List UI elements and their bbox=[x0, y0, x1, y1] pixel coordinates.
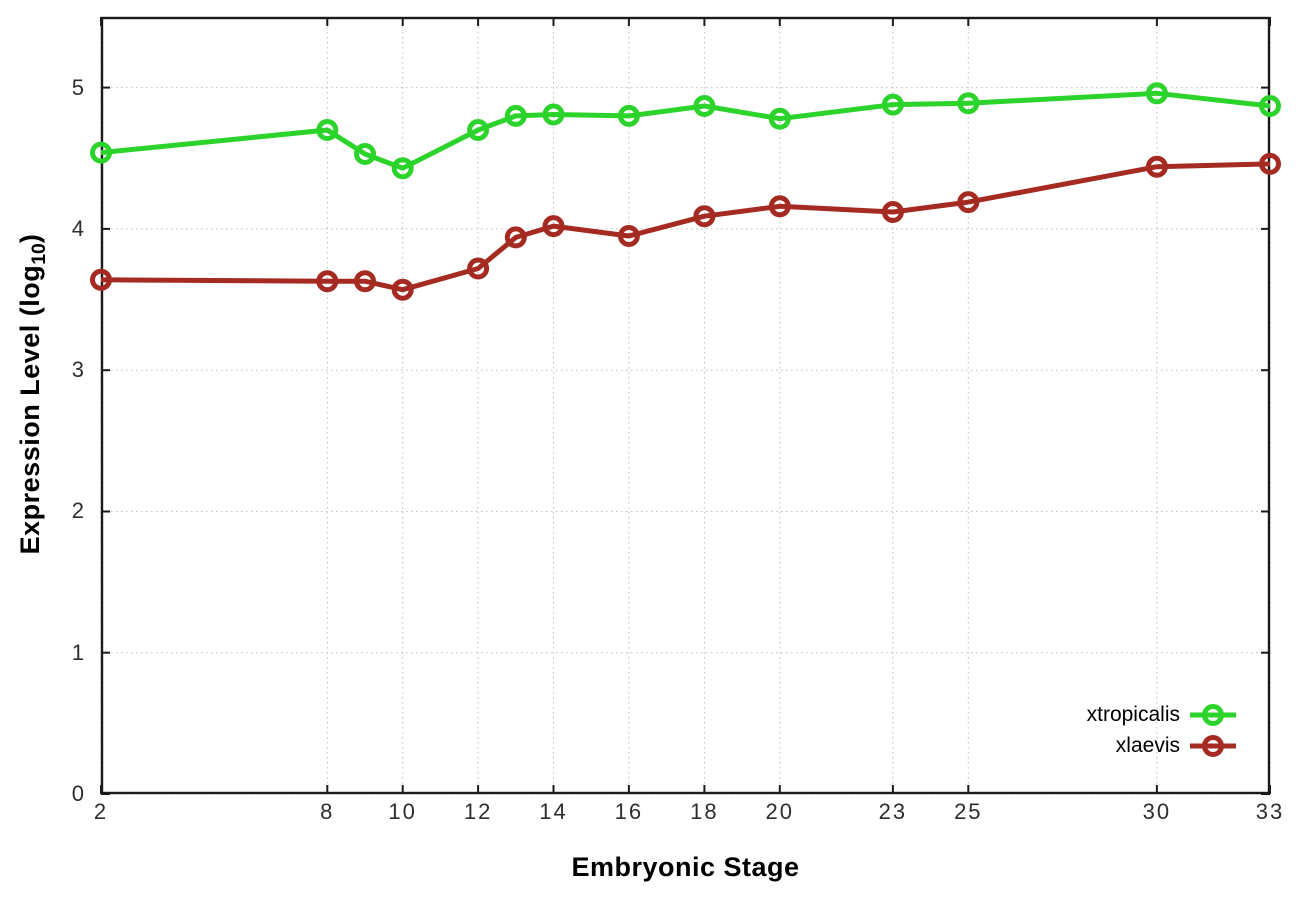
data-point-xtropicalis-stage-18 bbox=[693, 95, 716, 117]
xtropicalis-line-sample-icon bbox=[1190, 703, 1236, 726]
legend-item-xlaevis: xlaevis bbox=[1087, 730, 1237, 761]
data-point-xtropicalis-stage-33 bbox=[1259, 95, 1281, 117]
data-point-xtropicalis-stage-30 bbox=[1145, 82, 1168, 105]
x-tick-label-25: 25 bbox=[954, 799, 983, 824]
data-point-xtropicalis-stage-13 bbox=[504, 104, 527, 127]
legend-label-xtropicalis: xtropicalis bbox=[1086, 703, 1180, 726]
x-tick-label-20: 20 bbox=[765, 799, 794, 824]
x-tick-label-8: 8 bbox=[320, 799, 335, 824]
data-point-xlaevis-stage-13 bbox=[504, 226, 527, 249]
x-tick-label-30: 30 bbox=[1142, 799, 1172, 824]
plot-border bbox=[100, 16, 1271, 795]
data-point-xlaevis-stage-18 bbox=[693, 205, 716, 228]
data-point-xtropicalis-stage-12 bbox=[467, 119, 490, 141]
data-point-xtropicalis-stage-23 bbox=[881, 93, 904, 116]
data-point-xlaevis-stage-23 bbox=[881, 201, 904, 223]
y-tick-label-3: 3 bbox=[71, 357, 86, 383]
data-point-xtropicalis-stage-14 bbox=[542, 103, 565, 126]
data-point-xtropicalis-stage-10 bbox=[391, 157, 414, 180]
series-line-xtropicalis bbox=[100, 90, 1271, 171]
y-tick-label-1: 1 bbox=[71, 639, 86, 665]
legend-sample-marker bbox=[1202, 734, 1224, 757]
data-point-xtropicalis-stage-8 bbox=[316, 119, 339, 141]
data-point-xtropicalis-stage-2 bbox=[90, 141, 112, 164]
plot-area: xtropicalis xlaevis bbox=[90, 16, 1281, 795]
data-point-xlaevis-stage-8 bbox=[316, 270, 339, 293]
legend-item-xtropicalis: xtropicalis bbox=[1087, 699, 1237, 730]
y-tick-label-5: 5 bbox=[71, 74, 86, 100]
data-point-xlaevis-stage-16 bbox=[617, 225, 640, 247]
y-tick-label-4: 4 bbox=[71, 215, 86, 241]
data-point-xlaevis-stage-14 bbox=[542, 215, 565, 238]
data-point-xlaevis-stage-12 bbox=[467, 257, 490, 280]
data-point-xlaevis-stage-30 bbox=[1145, 155, 1168, 178]
legend-sample-marker bbox=[1202, 703, 1224, 726]
x-tick-label-12: 12 bbox=[463, 799, 493, 824]
x-tick-label-23: 23 bbox=[878, 799, 908, 824]
x-tick-label-10: 10 bbox=[388, 799, 417, 824]
data-point-xlaevis-stage-10 bbox=[391, 278, 414, 301]
x-tick-label-18: 18 bbox=[690, 799, 719, 824]
data-point-xlaevis-stage-25 bbox=[957, 191, 980, 214]
legend: xtropicalis xlaevis bbox=[1087, 699, 1237, 761]
data-point-xlaevis-stage-2 bbox=[90, 268, 112, 291]
x-tick-label-2: 2 bbox=[93, 799, 109, 824]
x-axis-title: Embryonic Stage bbox=[571, 852, 800, 882]
legend-label-xlaevis: xlaevis bbox=[1115, 734, 1180, 757]
data-point-xtropicalis-stage-9 bbox=[354, 143, 376, 165]
xlaevis-line-sample-icon bbox=[1190, 734, 1236, 757]
data-point-xlaevis-stage-20 bbox=[768, 195, 791, 218]
y-tick-label-0: 0 bbox=[71, 781, 86, 806]
y-axis-title-subscript: 10 bbox=[27, 243, 50, 265]
y-tick-label-2: 2 bbox=[71, 498, 86, 524]
data-point-xtropicalis-stage-16 bbox=[617, 104, 640, 127]
series-line-xlaevis bbox=[100, 161, 1271, 293]
data-point-xlaevis-stage-33 bbox=[1259, 152, 1281, 175]
data-point-xlaevis-stage-9 bbox=[354, 270, 376, 293]
x-tick-label-16: 16 bbox=[614, 799, 644, 824]
x-tick-label-14: 14 bbox=[539, 799, 568, 824]
x-tick-label-33: 33 bbox=[1255, 799, 1285, 824]
data-point-xtropicalis-stage-25 bbox=[957, 92, 980, 115]
data-point-xtropicalis-stage-20 bbox=[768, 107, 791, 130]
chart-canvas bbox=[90, 16, 1281, 795]
